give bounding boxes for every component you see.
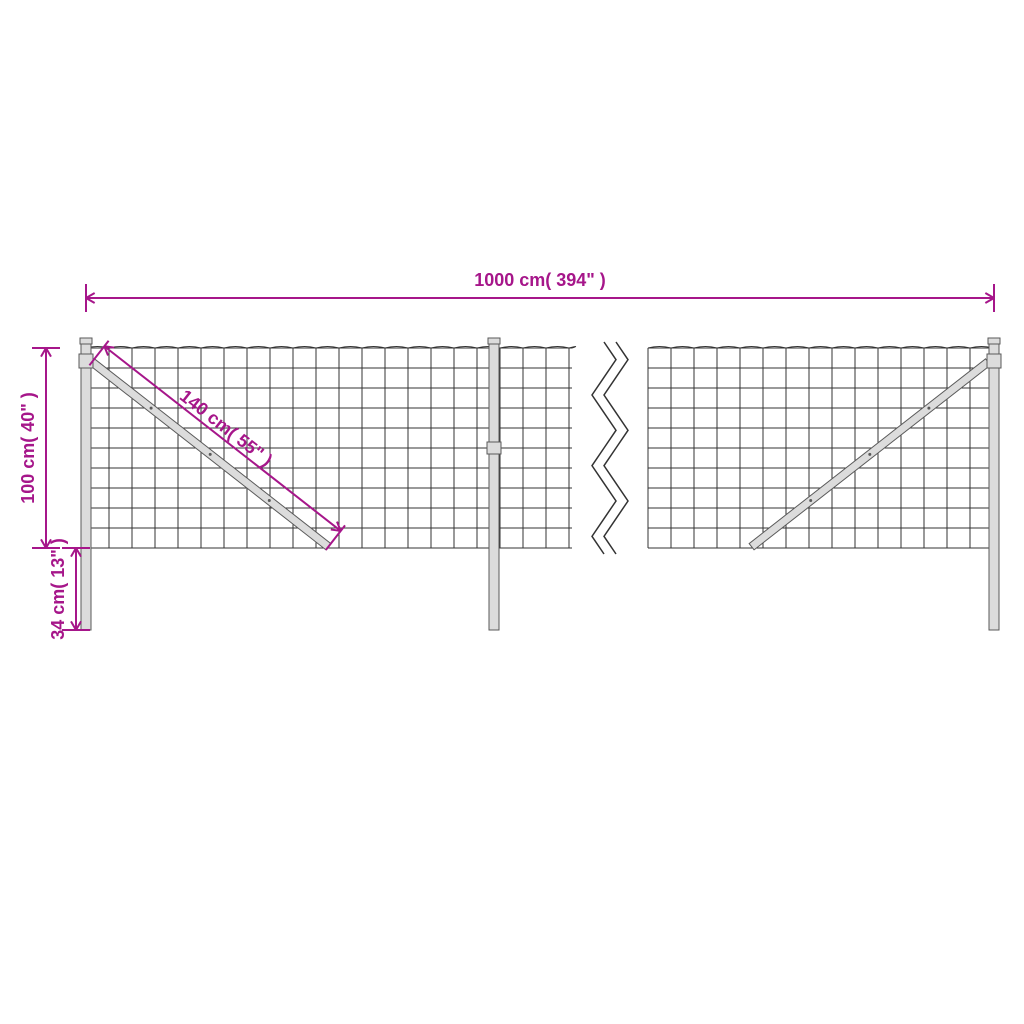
dim-brace-length: 140 cm( 55" ) [89,341,345,550]
dim-buried-depth-label: 34 cm( 13" ) [48,538,68,640]
dim-total-width-label: 1000 cm( 394" ) [474,270,606,290]
fence-post [488,338,500,630]
fence-post [988,338,1000,630]
dim-total-width: 1000 cm( 394" ) [86,270,994,312]
fence-brace [749,354,1001,550]
mesh-panel [86,347,576,549]
continuation-break [592,342,616,554]
post-clamp [487,442,501,454]
dim-mesh-height-label: 100 cm( 40" ) [18,392,38,504]
fence-post [80,338,92,630]
continuation-break [604,342,628,554]
dim-mesh-height: 100 cm( 40" ) [18,348,60,548]
mesh-panel [648,347,999,549]
